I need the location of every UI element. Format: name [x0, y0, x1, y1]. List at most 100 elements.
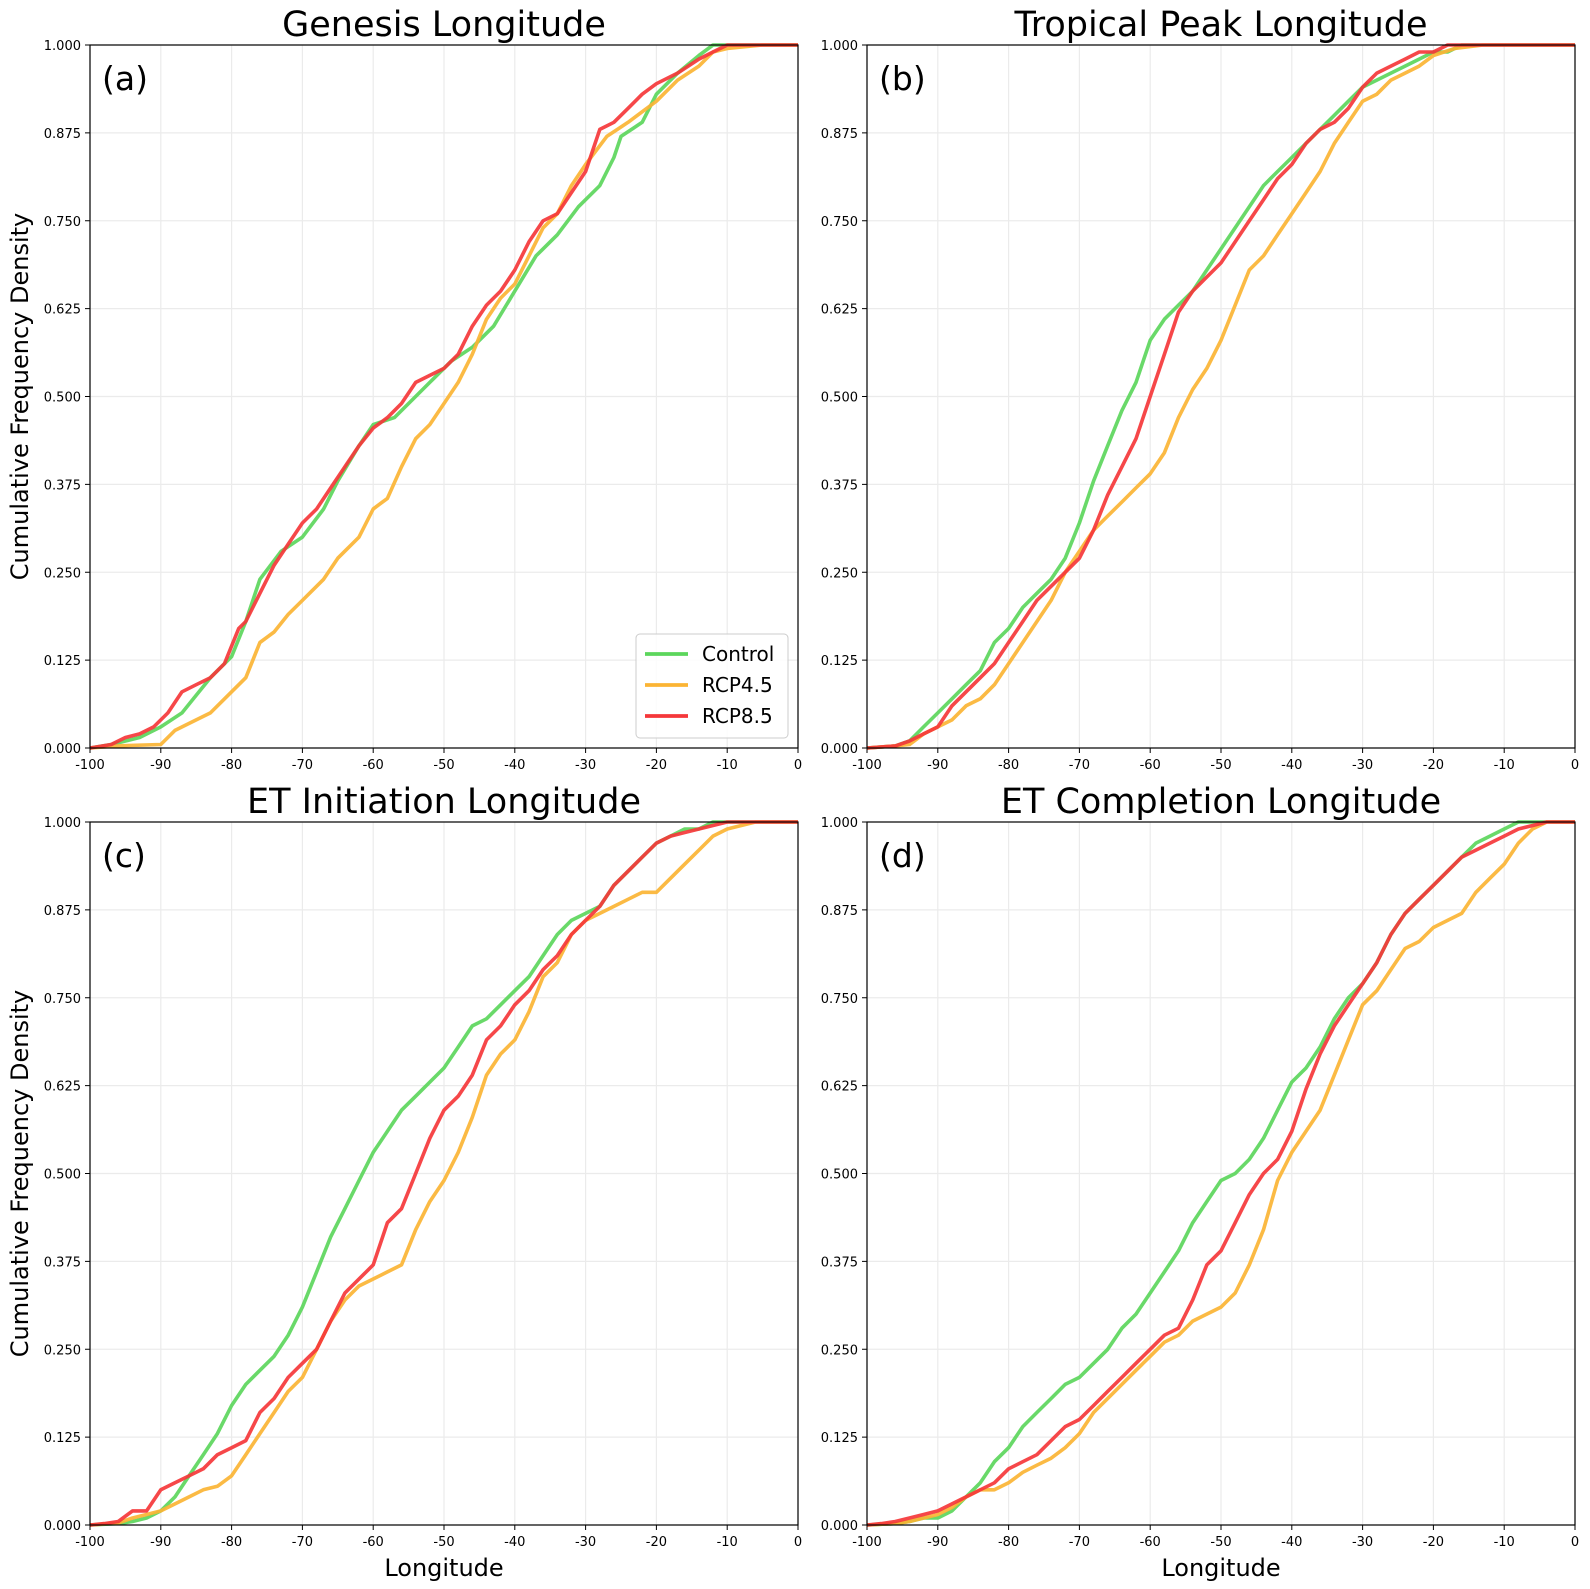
x-tick-label: -60	[1140, 1535, 1161, 1550]
x-tick-label: -100	[852, 1535, 882, 1550]
grid	[89, 821, 799, 1526]
panel-label: (b)	[879, 59, 926, 98]
chart-title: ET Initiation Longitude	[247, 782, 641, 822]
y-tick-label: 0.125	[821, 1431, 858, 1446]
x-tick-label: -70	[1069, 758, 1090, 773]
y-tick-label: 0.125	[44, 1431, 81, 1446]
y-tick-label: 1.000	[44, 816, 81, 831]
x-tick-label: -20	[646, 758, 667, 773]
x-tick-label: -20	[646, 1535, 667, 1550]
y-tick-label: 0.625	[44, 303, 81, 318]
x-tick-label: -40	[1281, 758, 1302, 773]
y-tick-label: 0.125	[821, 654, 858, 669]
y-tick-label: 0.000	[44, 742, 81, 757]
x-tick-label: -50	[433, 758, 454, 773]
x-tick-label: -30	[575, 758, 596, 773]
x-tick-label: 0	[794, 758, 802, 773]
x-tick-label: -50	[433, 1535, 454, 1550]
y-tick-label: 0.000	[44, 1519, 81, 1534]
legend-label: Control	[702, 642, 774, 666]
x-tick-label: -70	[292, 1535, 313, 1550]
x-tick-label: -40	[504, 1535, 525, 1550]
x-tick-label: 0	[1571, 758, 1579, 773]
y-tick-label: 0.625	[821, 303, 858, 318]
series-line-rcp85	[866, 43, 1575, 750]
y-tick-label: 1.000	[44, 39, 81, 54]
y-tick-label: 1.000	[821, 39, 858, 54]
legend-label: RCP8.5	[702, 704, 773, 728]
series-line-rcp85	[866, 820, 1575, 1527]
y-tick-label: 0.875	[821, 127, 858, 142]
series-line-control	[866, 43, 1575, 750]
y-tick-label: 0.500	[44, 391, 81, 406]
y-axis-label: Cumulative Frequency Density	[6, 213, 34, 580]
x-tick-label: -60	[363, 758, 384, 773]
x-tick-label: -80	[998, 1535, 1019, 1550]
y-tick-label: 0.875	[821, 904, 858, 919]
y-tick-label: 0.375	[821, 478, 858, 493]
y-tick-label: 0.500	[44, 1168, 81, 1183]
panel-label: (a)	[102, 59, 148, 98]
panel-1: -100 -90 -80 -70 -60 -50 -40 -30 -20 -10 00.0000.1…	[6, 5, 802, 773]
x-tick-label: -60	[1140, 758, 1161, 773]
x-tick-label: -10	[717, 758, 738, 773]
series-line-rcp45	[89, 820, 798, 1527]
x-tick-label: -10	[1494, 1535, 1515, 1550]
x-tick-label: -60	[363, 1535, 384, 1550]
y-tick-label: 0.375	[44, 478, 81, 493]
x-tick-label: -80	[221, 758, 242, 773]
y-tick-label: 0.875	[44, 904, 81, 919]
y-axis-label: Cumulative Frequency Density	[6, 990, 34, 1357]
series-line-rcp85	[89, 43, 798, 750]
x-tick-label: 0	[794, 1535, 802, 1550]
x-tick-label: -70	[292, 758, 313, 773]
chart-title: Genesis Longitude	[282, 5, 606, 45]
x-tick-label: -90	[927, 1535, 948, 1550]
x-tick-label: -20	[1423, 758, 1444, 773]
y-tick-label: 0.500	[821, 391, 858, 406]
panel-label: (d)	[879, 836, 926, 875]
y-tick-label: 0.750	[821, 992, 858, 1007]
series-line-rcp45	[866, 820, 1575, 1527]
y-tick-label: 0.250	[44, 1343, 81, 1358]
x-axis-label: Longitude	[1161, 1554, 1280, 1582]
grid	[866, 821, 1576, 1526]
y-tick-label: 0.625	[44, 1080, 81, 1095]
grid	[866, 44, 1576, 749]
y-tick-label: 0.750	[44, 992, 81, 1007]
y-tick-label: 0.375	[44, 1255, 81, 1270]
y-tick-label: 0.625	[821, 1080, 858, 1095]
y-tick-label: 0.750	[44, 215, 81, 230]
y-tick-label: 0.750	[821, 215, 858, 230]
x-tick-label: -80	[998, 758, 1019, 773]
chart-title: ET Completion Longitude	[1001, 782, 1441, 822]
y-tick-label: 0.000	[821, 1519, 858, 1534]
x-tick-label: -90	[150, 758, 171, 773]
x-tick-label: -100	[852, 758, 882, 773]
x-tick-label: -50	[1210, 1535, 1231, 1550]
x-tick-label: -90	[150, 1535, 171, 1550]
x-tick-label: -30	[1352, 758, 1373, 773]
panel-4: -100 -90 -80 -70 -60 -50 -40 -30 -20 -10 00.0000.1…	[821, 782, 1579, 1582]
x-tick-label: -70	[1069, 1535, 1090, 1550]
legend: Control RCP4.5 RCP8.5	[635, 633, 789, 739]
series-line-control	[89, 43, 798, 750]
x-tick-label: -30	[575, 1535, 596, 1550]
x-tick-label: -10	[717, 1535, 738, 1550]
chart-title: Tropical Peak Longitude	[1013, 5, 1427, 45]
x-tick-label: -40	[504, 758, 525, 773]
x-tick-label: 0	[1571, 1535, 1579, 1550]
y-tick-label: 0.875	[44, 127, 81, 142]
series-line-rcp85	[89, 820, 798, 1527]
x-tick-label: -40	[1281, 1535, 1302, 1550]
y-tick-label: 0.250	[821, 566, 858, 581]
series-line-rcp45	[866, 43, 1575, 750]
y-tick-label: 0.000	[821, 742, 858, 757]
panel-2: -100 -90 -80 -70 -60 -50 -40 -30 -20 -10 00.0000.1…	[821, 5, 1579, 773]
x-tick-label: -10	[1494, 758, 1515, 773]
legend-box	[635, 633, 789, 739]
x-tick-label: -90	[927, 758, 948, 773]
x-tick-label: -80	[221, 1535, 242, 1550]
y-tick-label: 0.125	[44, 654, 81, 669]
